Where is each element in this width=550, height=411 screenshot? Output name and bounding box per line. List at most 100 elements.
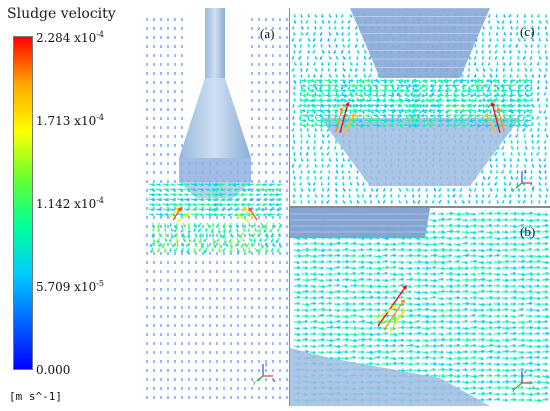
velocity-arrow xyxy=(461,283,469,288)
velocity-arrow xyxy=(515,43,519,48)
velocity-arrow xyxy=(516,19,519,24)
velocity-arrow xyxy=(531,37,534,42)
velocity-arrow xyxy=(494,49,498,54)
velocity-arrow xyxy=(533,224,541,229)
velocity-arrow xyxy=(317,253,326,258)
velocity-arrow xyxy=(190,212,199,217)
velocity-arrow xyxy=(335,157,339,162)
velocity-arrow xyxy=(193,247,197,254)
velocity-arrow xyxy=(169,202,178,207)
velocity-arrow xyxy=(469,277,478,282)
velocity-arrow xyxy=(389,361,398,366)
velocity-arrow xyxy=(373,337,382,342)
velocity-arrow xyxy=(255,203,262,207)
velocity-arrow xyxy=(307,73,310,78)
velocity-arrow xyxy=(533,218,541,222)
velocity-arrow xyxy=(501,211,509,216)
velocity-arrow xyxy=(445,118,453,123)
velocity-arrow xyxy=(333,350,342,355)
velocity-arrow xyxy=(293,332,301,337)
velocity-arrow xyxy=(477,229,485,234)
velocity-arrow xyxy=(355,113,363,118)
velocity-arrow xyxy=(299,127,303,132)
velocity-arrow xyxy=(482,67,486,72)
velocity-arrow xyxy=(436,88,445,93)
velocity-arrow xyxy=(530,169,533,174)
velocity-arrow xyxy=(530,157,534,162)
velocity-arrow xyxy=(156,247,160,253)
velocity-arrow xyxy=(429,278,438,283)
velocity-arrow xyxy=(300,85,304,90)
velocity-arrow xyxy=(347,83,357,88)
velocity-arrow xyxy=(240,192,248,197)
velocity-arrow xyxy=(509,19,512,24)
velocity-arrow xyxy=(447,193,450,198)
velocity-arrow xyxy=(485,218,492,222)
velocity-arrow xyxy=(365,361,374,366)
velocity-arrow xyxy=(321,133,325,138)
velocity-arrow xyxy=(495,73,498,78)
velocity-arrow xyxy=(501,338,510,343)
velocity-arrow xyxy=(395,103,403,108)
velocity-arrow xyxy=(151,232,155,239)
velocity-arrow xyxy=(533,374,541,379)
velocity-arrow xyxy=(220,208,227,212)
velocity-arrow xyxy=(524,157,528,162)
velocity-arrow xyxy=(333,283,340,288)
velocity-arrow xyxy=(293,19,297,24)
colorbar-tick-3: 1.142 x10-4 xyxy=(36,196,105,211)
velocity-arrow xyxy=(453,290,461,294)
velocity-arrow xyxy=(421,355,430,360)
velocity-arrow xyxy=(421,332,429,336)
velocity-arrow xyxy=(300,67,303,72)
velocity-arrow xyxy=(453,93,461,98)
velocity-arrow xyxy=(328,13,332,18)
velocity-arrow xyxy=(516,127,519,132)
velocity-arrow xyxy=(327,19,331,24)
velocity-arrow xyxy=(341,320,350,324)
velocity-arrow xyxy=(509,133,512,138)
velocity-arrow xyxy=(475,83,485,88)
velocity-arrow xyxy=(252,242,256,248)
velocity-arrow xyxy=(341,337,350,342)
velocity-arrow xyxy=(397,361,405,366)
velocity-arrow xyxy=(365,290,373,294)
velocity-arrow xyxy=(477,211,485,216)
velocity-arrow xyxy=(373,332,382,337)
velocity-arrow xyxy=(476,123,485,128)
velocity-arrow xyxy=(390,193,393,198)
velocity-arrow xyxy=(477,265,486,270)
velocity-arrow xyxy=(453,320,461,324)
velocity-arrow xyxy=(501,368,510,373)
velocity-arrow xyxy=(323,123,333,128)
velocity-arrow xyxy=(162,198,169,202)
velocity-arrow xyxy=(357,260,365,265)
velocity-arrow xyxy=(493,236,501,241)
velocity-arrow xyxy=(373,260,382,265)
velocity-arrow xyxy=(531,73,535,78)
velocity-arrow xyxy=(429,338,438,343)
velocity-arrow xyxy=(174,222,179,229)
divider-horizontal xyxy=(289,206,550,208)
velocity-arrow xyxy=(524,88,533,93)
velocity-arrow xyxy=(397,319,406,325)
velocity-arrow xyxy=(445,331,453,336)
velocity-arrow xyxy=(229,242,234,249)
velocity-arrow xyxy=(469,93,477,98)
velocity-arrow xyxy=(255,183,262,187)
velocity-arrow xyxy=(317,343,325,348)
velocity-arrow xyxy=(292,25,295,30)
velocity-arrow xyxy=(293,91,296,96)
velocity-arrow xyxy=(525,254,534,259)
velocity-arrow xyxy=(363,187,366,192)
velocity-arrow xyxy=(148,202,156,207)
velocity-arrow xyxy=(429,88,437,93)
velocity-arrow xyxy=(293,85,296,90)
velocity-arrow xyxy=(429,332,437,336)
velocity-arrow xyxy=(413,350,421,355)
velocity-arrow xyxy=(325,283,333,288)
axis-label-x: x xyxy=(532,385,535,391)
velocity-arrow xyxy=(348,19,351,24)
velocity-arrow xyxy=(437,78,445,83)
